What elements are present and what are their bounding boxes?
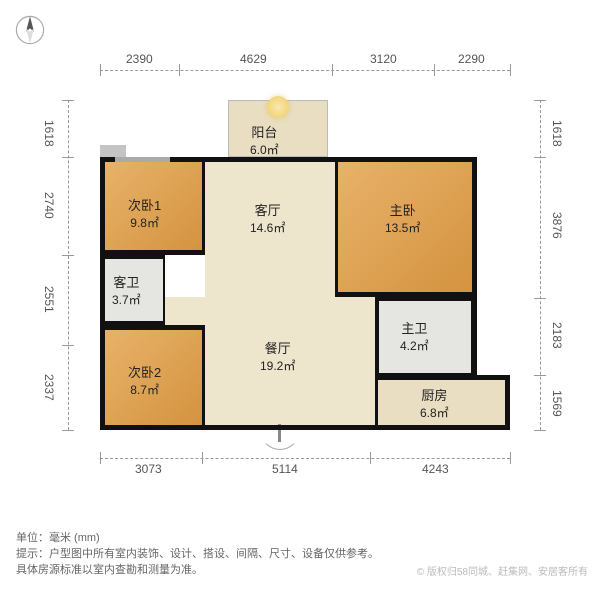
dim-right-4: 1569 bbox=[550, 390, 564, 417]
dim-top-3: 3120 bbox=[370, 52, 397, 66]
footer-notes: 单位：毫米 (mm) 提示：户型图中所有室内装饰、设计、搭设、间隔、尺寸、设备仅… bbox=[16, 530, 379, 578]
dim-line-bottom bbox=[100, 458, 510, 459]
unit-label: 单位：毫米 (mm) bbox=[16, 530, 379, 546]
dim-line-right bbox=[540, 100, 541, 430]
dim-left-3: 2551 bbox=[42, 286, 56, 313]
dim-left-4: 2337 bbox=[42, 374, 56, 401]
dim-left-2: 2740 bbox=[42, 192, 56, 219]
dim-bot-3: 4243 bbox=[422, 462, 449, 476]
dim-line-left bbox=[68, 100, 69, 430]
dim-left-1: 1618 bbox=[42, 120, 56, 147]
dim-top-2: 4629 bbox=[240, 52, 267, 66]
dim-bot-2: 5114 bbox=[272, 462, 298, 476]
compass-icon bbox=[14, 14, 46, 46]
dim-right-3: 2183 bbox=[550, 322, 564, 349]
dim-right-1: 1618 bbox=[550, 120, 564, 147]
dim-line-top bbox=[100, 70, 510, 71]
dim-top-1: 2390 bbox=[126, 52, 153, 66]
copyright: © 版权归58同城、赶集网、安居客所有 bbox=[417, 563, 588, 578]
sun-icon bbox=[267, 96, 289, 118]
disclaimer-1: 提示：户型图中所有室内装饰、设计、搭设、间隔、尺寸、设备仅供参考。 bbox=[16, 546, 379, 562]
dim-bot-1: 3073 bbox=[135, 462, 162, 476]
floor-plan: 阳台6.0㎡ 次卧19.8㎡ 客厅14.6㎡ 主卧13.5㎡ 客卫3.7㎡ 餐厅… bbox=[100, 100, 510, 430]
disclaimer-2: 具体房源标准以室内查勘和测量为准。 bbox=[16, 562, 379, 578]
dim-right-2: 3876 bbox=[550, 212, 564, 239]
dim-top-4: 2290 bbox=[458, 52, 485, 66]
